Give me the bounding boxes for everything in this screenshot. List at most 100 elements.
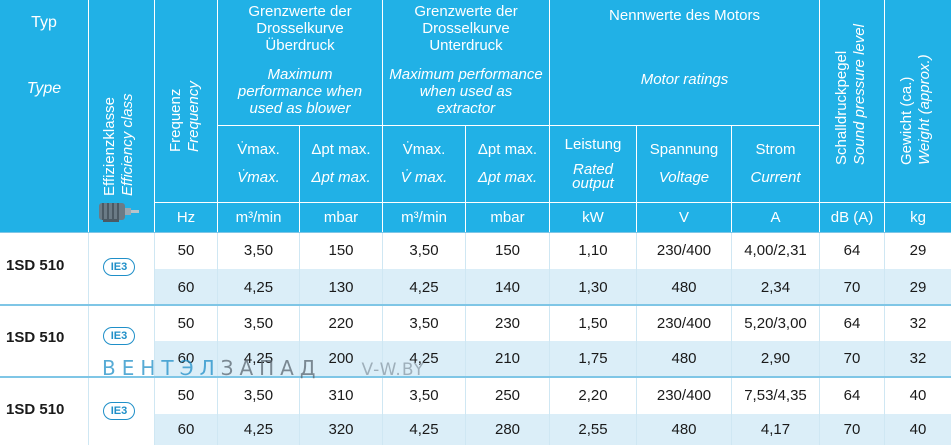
vmax2-de: V̇max.	[402, 141, 446, 159]
table-cell: 480	[671, 278, 697, 296]
table-cell: 4,25	[243, 421, 274, 438]
unit-hz: Hz	[155, 203, 217, 232]
spannung-en: Voltage	[658, 169, 710, 186]
header-extractor: Grenzwerte der Drosselkurve Unterdruck M…	[383, 0, 549, 125]
sub-vmax-blower: V̇max. V̇max.	[218, 126, 299, 202]
table-cell: 230/400	[656, 314, 712, 332]
unit-mbar-extractor: mbar	[466, 203, 549, 232]
freq-en: Frequency	[185, 81, 202, 152]
typ-de: Typ	[31, 14, 57, 31]
table-cell: 3,50	[243, 314, 274, 332]
motor-de: Nennwerte des Motors	[609, 6, 760, 24]
unit-db: dB (A)	[820, 203, 884, 232]
table-cell: 29	[909, 242, 927, 259]
table-cell: 230/400	[656, 387, 712, 404]
extractor-en: Maximum performance when used as extract…	[389, 65, 543, 117]
model-name-2: 1SD 510	[6, 329, 65, 346]
weight-de: Gewicht (ca.)	[898, 76, 915, 165]
table-cell: 210	[494, 350, 521, 367]
typ-en: Type	[26, 80, 62, 97]
column-divider	[636, 233, 637, 445]
column-divider	[819, 233, 820, 445]
table-cell: 220	[328, 314, 354, 332]
table-cell: 60	[177, 350, 195, 367]
sub-vmax-extractor: V̇max. V̇ max.	[383, 126, 465, 202]
table-cell: 3,50	[243, 242, 274, 259]
sub-strom: Strom Current	[732, 126, 819, 202]
weight-en: Weight (approx.)	[916, 54, 933, 165]
header-sound	[820, 0, 884, 202]
dp-en: Δpt max.	[311, 169, 371, 186]
blower-en: Maximum performance when used as blower	[237, 65, 363, 117]
table-cell: 480	[671, 350, 697, 367]
table-cell: 50	[177, 242, 195, 259]
table-cell: 4,00/2,31	[744, 242, 807, 259]
table-cell: 2,55	[578, 421, 608, 438]
sub-dp-extractor: Δpt max. Δpt max.	[466, 126, 549, 202]
header-motor: Nennwerte des Motors Motor ratings	[550, 0, 819, 125]
blower-de: Grenzwerte der Drosselkurve Überdruck	[248, 2, 352, 54]
header-weight	[885, 0, 951, 202]
row-tint	[155, 341, 951, 376]
units-row: Hz m³/min mbar m³/min mbar kW V A dB (A)…	[155, 203, 951, 232]
row-tint	[155, 414, 951, 445]
table-cell: 64	[843, 314, 861, 332]
unit-flow-extractor: m³/min	[383, 203, 465, 232]
sound-en: Sound pressure level	[851, 24, 868, 165]
ie3-badge-3: IE3	[103, 402, 135, 420]
motor-en: Motor ratings	[640, 70, 729, 88]
table-cell: 60	[177, 278, 195, 296]
table-cell: 32	[909, 350, 927, 367]
leistung-de: Leistung	[564, 136, 622, 154]
dp2-de: Δpt max.	[477, 141, 538, 159]
table-cell: 2,90	[760, 350, 791, 367]
table-cell: 7,53/4,35	[744, 387, 807, 404]
dp2-en: Δpt max.	[477, 169, 538, 186]
model-name-1: 1SD 510	[6, 257, 65, 274]
group-divider	[0, 376, 951, 378]
table-cell: 32	[909, 314, 927, 332]
table-cell: 230	[494, 314, 521, 332]
vmax-en: V̇max.	[237, 169, 280, 186]
table-cell: 2,34	[760, 278, 791, 296]
table-cell: 1,75	[578, 350, 608, 367]
table-cell: 310	[328, 387, 354, 404]
table-cell: 50	[177, 314, 195, 332]
table-cell: 250	[494, 387, 521, 404]
table-cell: 70	[843, 278, 861, 296]
table-cell: 4,25	[243, 278, 274, 296]
unit-mbar-blower: mbar	[300, 203, 382, 232]
extractor-de: Grenzwerte der Drosselkurve Unterdruck	[414, 2, 518, 54]
table-cell: 40	[909, 421, 927, 438]
sub-leistung: Leistung Rated output	[550, 126, 636, 202]
table-cell: 3,50	[409, 242, 439, 259]
watermark-brand-b: ЗАПАД	[220, 356, 322, 380]
header-eff	[89, 0, 154, 232]
table-cell: 200	[328, 350, 354, 367]
eff-de: Effizienzklasse	[101, 97, 118, 196]
strom-en: Current	[750, 169, 801, 186]
table-cell: 230/400	[656, 242, 712, 259]
freq-de: Frequenz	[167, 88, 184, 152]
dp-de: Δpt max.	[311, 141, 371, 159]
watermark-brand-a: ВЕНТЭЛ	[102, 356, 221, 380]
group-divider	[0, 304, 951, 306]
table-cell: 4,25	[243, 350, 274, 367]
table-cell: 280	[494, 421, 521, 438]
table-cell: 64	[843, 242, 861, 259]
table-cell: 320	[328, 421, 354, 438]
table-cell: 29	[909, 278, 927, 296]
watermark-url: V-W.BY	[361, 360, 425, 380]
column-divider	[382, 233, 383, 445]
ie3-badge-1: IE3	[103, 258, 135, 276]
table-cell: 4,25	[409, 350, 439, 367]
column-divider	[731, 233, 732, 445]
table-cell: 1,30	[578, 278, 608, 296]
table-cell: 1,10	[578, 242, 608, 259]
table-cell: 3,50	[243, 387, 274, 404]
column-divider	[299, 233, 300, 445]
sub-spannung: Spannung Voltage	[637, 126, 731, 202]
table-cell: 64	[843, 387, 861, 404]
motor-icon	[97, 200, 141, 224]
ie3-badge-2: IE3	[103, 327, 135, 345]
